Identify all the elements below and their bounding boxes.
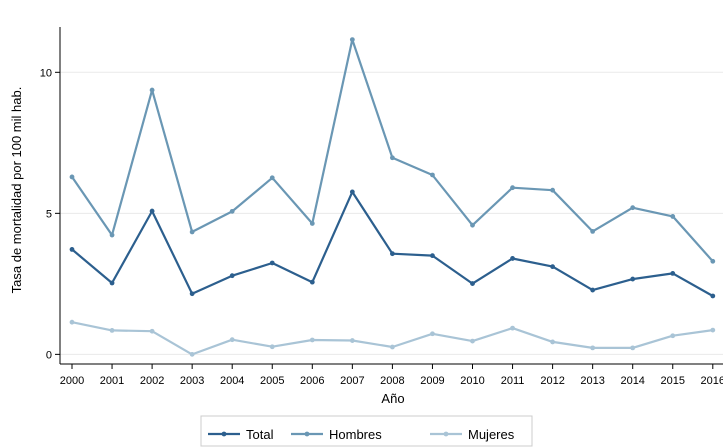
data-point-total [590,287,596,293]
data-point-hombres [269,175,275,181]
data-point-hombres [670,214,676,219]
data-point-mujeres [69,319,75,325]
data-point-total [470,281,475,286]
data-point-total [430,253,435,259]
data-point-mujeres [269,344,275,350]
data-point-hombres [149,87,155,93]
axes-layer: 0 5 10 2000 2001 2002 2003 2004 2005 2006 2007 2008… [40,27,723,387]
series-line-total [71,190,714,297]
x-tick-label: 2009 [420,375,444,387]
grid-layer [60,71,723,355]
x-tick-label: 2010 [460,375,484,387]
data-point-total [510,256,515,261]
y-axis-title: Tasa de mortalidad por 100 mil hab. [9,87,24,294]
data-point-total [309,279,315,285]
data-point-mujeres [229,337,235,343]
x-axis-title: Año [381,391,404,406]
data-point-hombres [710,258,716,264]
legend-marker-total [221,431,227,437]
data-point-hombres [550,187,555,193]
x-tick-label: 2003 [180,375,204,387]
x-tick-label: 2006 [300,375,324,387]
data-point-total [149,208,155,214]
x-tick-label: 2015 [661,375,685,387]
y-tick-label: 10 [40,67,52,79]
data-point-hombres [470,222,475,228]
data-point-hombres [349,37,355,42]
data-point-hombres [590,228,596,234]
series-layer [69,37,716,357]
data-point-hombres [229,208,235,214]
data-point-hombres [430,172,435,178]
x-tick-label: 2011 [501,375,525,387]
legend: Total Hombres Mujeres [200,415,533,447]
legend-marker-mujeres [443,431,449,437]
data-point-mujeres [149,328,155,334]
x-tick-label: 2013 [580,375,604,387]
x-tick-label: 2014 [620,375,644,387]
data-point-total [710,293,716,299]
x-tick-label: 2000 [60,375,84,387]
data-point-mujeres [349,338,355,343]
data-point-total [229,273,235,279]
legend-label-mujeres: Mujeres [468,427,515,442]
data-point-hombres [510,185,515,191]
x-tick-label: 2004 [220,375,244,387]
data-point-mujeres [670,333,676,339]
data-point-total [550,264,555,270]
legend-marker-hombres [304,431,310,437]
legend-item-hombres: Hombres [291,427,382,442]
legend-label-total: Total [246,427,274,442]
data-point-mujeres [430,331,435,337]
data-point-mujeres [109,327,115,333]
series-total [69,189,716,299]
data-point-mujeres [710,327,716,333]
y-tick-label: 5 [46,208,52,220]
x-tick-label: 2001 [100,375,124,387]
data-point-hombres [390,155,395,161]
legend-box [200,415,533,447]
data-point-mujeres [630,345,636,351]
y-tick-label: 0 [46,349,52,361]
data-point-hombres [630,205,636,211]
legend-item-mujeres: Mujeres [430,427,515,442]
x-tick-label: 2012 [540,375,564,387]
x-tick-label: 2005 [260,375,284,387]
data-point-hombres [309,221,315,226]
data-point-hombres [189,229,195,235]
data-point-mujeres [510,325,515,331]
data-point-total [269,260,275,266]
x-tick-label: 2008 [380,375,404,387]
series-hombres [69,37,716,264]
data-point-total [390,251,395,257]
data-point-hombres [69,174,75,180]
data-point-total [109,280,115,286]
data-point-mujeres [189,351,195,357]
data-point-total [189,291,195,297]
data-point-mujeres [309,337,315,343]
series-line-hombres [71,38,714,263]
data-point-mujeres [470,338,475,344]
legend-item-total: Total [208,427,274,442]
data-point-total [630,276,636,282]
data-point-total [349,189,355,195]
x-tick-label: 2002 [140,375,164,387]
legend-label-hombres: Hombres [329,427,382,442]
data-point-mujeres [390,344,395,350]
data-point-hombres [109,232,115,238]
series-mujeres [69,319,716,357]
data-point-mujeres [550,339,555,345]
x-tick-label: 2016 [701,375,723,387]
x-tick-label: 2007 [340,375,364,387]
data-point-total [670,271,676,276]
data-point-mujeres [590,345,596,351]
data-point-total [69,247,75,252]
series-line-mujeres [71,321,713,356]
